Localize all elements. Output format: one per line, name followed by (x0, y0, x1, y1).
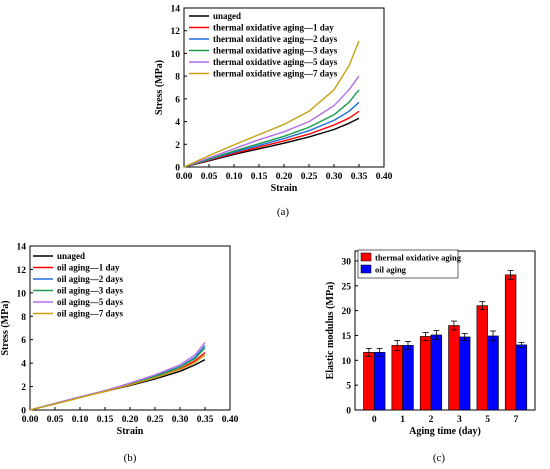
x-axis-label: Strain (271, 183, 298, 194)
legend-label: oil aging—7 days (57, 309, 124, 319)
series-line-6 (29, 354, 206, 411)
bar (402, 345, 414, 411)
y-tick-label: 6 (21, 336, 26, 346)
y-tick-label: 0 (21, 407, 26, 417)
bar (430, 334, 443, 411)
legend-label: oil aging—1 day (57, 263, 120, 273)
x-axis-label: Strain (117, 426, 144, 437)
legend-label: thermal oxidative aging—2 days (213, 34, 338, 44)
x-tick-label: 0.00 (22, 415, 39, 425)
y-tick-label: 12 (17, 266, 27, 276)
series-line-2 (29, 352, 206, 411)
x-tick-label: 1 (400, 415, 405, 425)
bar (419, 336, 432, 411)
x-tick-label: 7 (514, 415, 519, 425)
x-tick-label: 0.35 (351, 172, 368, 182)
y-axis-label: Stress (MPa) (154, 60, 165, 115)
panel-label: (c) (433, 452, 446, 464)
y-tick-label: 15 (342, 332, 352, 342)
y-tick-label: 10 (171, 50, 181, 60)
x-tick-label: 0.25 (301, 172, 318, 182)
bar (448, 325, 460, 411)
x-axis-label: Aging time (day) (409, 426, 481, 437)
x-tick-label: 0.25 (147, 415, 164, 425)
x-tick-label: 3 (457, 415, 462, 425)
legend-swatch (360, 252, 372, 262)
legend-label: thermal oxidative aging—3 days (213, 46, 338, 56)
y-tick-label: 4 (21, 360, 26, 370)
y-tick-label: 6 (175, 95, 180, 105)
legend-label: unaged (213, 11, 241, 21)
legend-label: oil aging—2 days (57, 274, 124, 284)
x-tick-label: 0.15 (97, 415, 114, 425)
series-line-4 (183, 89, 360, 168)
bar (391, 345, 403, 411)
y-tick-label: 2 (175, 141, 180, 151)
y-tick-label: 30 (342, 257, 352, 267)
bar (487, 335, 499, 411)
legend-label: thermal oxidative aging—1 day (213, 23, 334, 33)
y-tick-label: 2 (21, 383, 26, 393)
x-tick-label: 0.20 (122, 415, 139, 425)
y-axis-label: Elastic modulus (MPa) (325, 282, 336, 380)
y-tick-label: 25 (342, 282, 352, 292)
series-line-3 (29, 345, 206, 411)
y-tick-label: 0 (175, 164, 180, 174)
y-tick-label: 14 (17, 243, 27, 253)
legend-label: oil aging—3 days (57, 286, 124, 296)
series-line-4 (29, 347, 206, 411)
x-tick-label: 0.30 (172, 415, 189, 425)
series-line-1 (183, 117, 360, 168)
y-tick-label: 10 (342, 357, 352, 367)
panel-label: (b) (124, 452, 137, 464)
bar (459, 336, 471, 411)
x-tick-label: 0.35 (197, 415, 214, 425)
x-tick-label: 0.00 (176, 172, 193, 182)
y-tick-label: 8 (21, 313, 26, 323)
y-tick-label: 4 (175, 118, 180, 128)
x-tick-label: 0.10 (72, 415, 89, 425)
y-tick-label: 12 (171, 27, 181, 37)
x-tick-label: 0.20 (276, 172, 293, 182)
y-tick-label: 10 (17, 289, 27, 299)
bar (476, 305, 488, 411)
y-tick-label: 20 (342, 307, 352, 317)
x-tick-label: 0.30 (326, 172, 343, 182)
x-tick-label: 0.15 (251, 172, 268, 182)
panel-label: (a) (277, 206, 290, 218)
y-tick-label: 5 (346, 382, 351, 392)
x-tick-label: 0.05 (201, 172, 218, 182)
bar (363, 352, 375, 411)
series-line-6 (183, 40, 360, 168)
x-tick-label: 0.10 (226, 172, 243, 182)
legend-label: oil aging (375, 265, 407, 275)
legend-swatch (360, 264, 372, 274)
legend-label: thermal oxidative aging (375, 253, 462, 263)
y-tick-label: 14 (171, 5, 181, 15)
bar (373, 352, 386, 411)
y-tick-label: 8 (175, 73, 180, 83)
legend-label: unaged (57, 251, 85, 261)
x-tick-label: 2 (429, 415, 434, 425)
x-tick-label: 0.05 (47, 415, 64, 425)
bar (504, 274, 517, 411)
legend-label: oil aging—5 days (57, 297, 124, 307)
x-tick-label: 0.40 (222, 415, 239, 425)
y-axis-label: Stress (MPa) (0, 300, 11, 355)
series-line-2 (183, 110, 360, 168)
x-tick-label: 0 (372, 415, 377, 425)
bar (515, 344, 528, 411)
series-line-5 (29, 342, 206, 411)
series-line-5 (183, 75, 360, 168)
legend-box (357, 249, 459, 279)
legend-label: thermal oxidative aging—5 days (213, 57, 338, 67)
y-tick-label: 0 (346, 407, 351, 417)
x-tick-label: 5 (485, 415, 490, 425)
x-tick-label: 0.40 (376, 172, 393, 182)
legend-label: thermal oxidative aging—7 days (213, 69, 338, 79)
